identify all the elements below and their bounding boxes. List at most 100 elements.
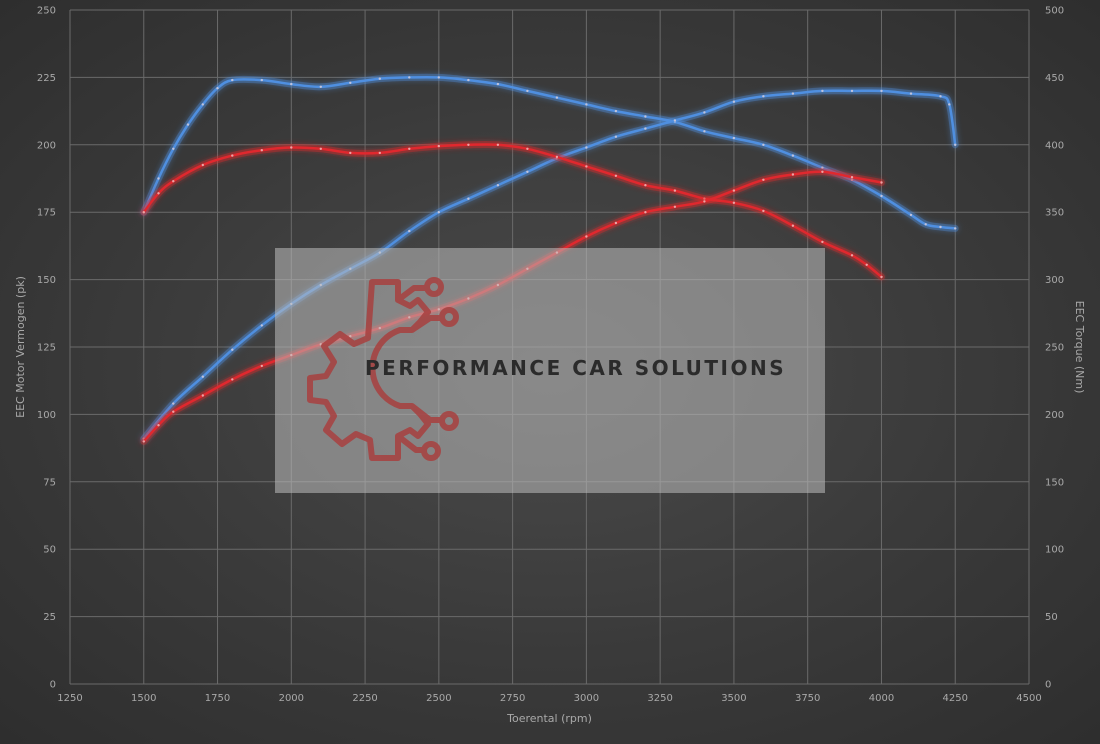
data-point — [762, 143, 765, 146]
data-point — [954, 143, 957, 146]
data-point — [732, 189, 736, 192]
data-point — [408, 76, 411, 79]
data-point — [496, 143, 500, 146]
data-point — [791, 92, 795, 95]
data-point — [909, 213, 913, 217]
data-point — [880, 194, 883, 198]
x-axis-title: Toerental (rpm) — [506, 712, 592, 725]
data-point — [791, 224, 795, 227]
data-point — [142, 440, 145, 443]
data-point — [585, 146, 588, 149]
data-point — [231, 154, 234, 157]
data-point — [732, 100, 736, 103]
data-point — [408, 229, 411, 233]
y-right-tick-label: 300 — [1045, 275, 1064, 286]
y-right-tick-label: 450 — [1045, 73, 1064, 84]
data-point — [939, 95, 942, 98]
x-tick-label: 1250 — [57, 693, 82, 704]
data-point — [201, 394, 204, 397]
y-right-tick-label: 250 — [1045, 343, 1064, 354]
watermark-text: PERFORMANCE CAR SOLUTIONS — [365, 356, 786, 380]
x-tick-label: 1500 — [131, 693, 156, 704]
data-point — [555, 96, 559, 99]
watermark: PERFORMANCE CAR SOLUTIONS — [275, 248, 825, 493]
data-point — [349, 151, 352, 155]
data-point — [142, 211, 145, 214]
data-point — [186, 123, 190, 126]
data-point — [791, 173, 795, 176]
data-point — [526, 89, 529, 93]
data-point — [290, 82, 293, 86]
x-tick-label: 2000 — [279, 693, 304, 704]
data-point — [157, 192, 160, 195]
y-right-tick-label: 500 — [1045, 6, 1064, 17]
data-point — [157, 424, 160, 427]
data-point — [762, 95, 765, 98]
watermark-box — [275, 248, 825, 493]
y-right-tick-label: 400 — [1045, 140, 1064, 151]
data-point — [437, 144, 440, 148]
y-left-tick-label: 100 — [37, 410, 56, 421]
data-point — [939, 225, 942, 229]
y-left-tick-label: 250 — [37, 6, 56, 17]
data-point — [673, 119, 677, 122]
series-line — [142, 143, 883, 279]
data-point — [924, 223, 927, 226]
data-point — [614, 135, 618, 138]
data-point — [201, 103, 204, 106]
data-point — [644, 127, 647, 130]
y-left-axis-title: EEC Motor Vermogen (pk) — [14, 276, 27, 418]
y-left-tick-label: 75 — [43, 477, 56, 488]
x-tick-label: 2250 — [352, 693, 377, 704]
data-point — [467, 197, 470, 200]
data-point — [231, 348, 234, 351]
data-point — [762, 178, 765, 181]
data-point — [216, 87, 219, 90]
data-point — [172, 402, 175, 405]
x-tick-label: 4250 — [943, 693, 968, 704]
data-point — [673, 189, 677, 192]
data-point — [865, 263, 868, 266]
y-right-tick-label: 200 — [1045, 410, 1064, 421]
data-point — [703, 111, 706, 114]
data-point — [880, 89, 883, 93]
data-point — [614, 221, 618, 225]
x-tick-label: 3000 — [574, 693, 599, 704]
data-point — [157, 177, 160, 180]
y-left-tick-label: 0 — [50, 680, 56, 691]
data-point — [496, 184, 500, 187]
data-point — [644, 211, 647, 214]
data-point — [201, 163, 204, 167]
data-point — [378, 151, 381, 155]
y-right-tick-label: 0 — [1045, 680, 1051, 691]
data-point — [673, 205, 677, 208]
data-point — [231, 78, 234, 82]
data-point — [201, 375, 204, 378]
data-point — [850, 254, 854, 257]
data-point — [467, 143, 470, 146]
y-left-tick-label: 150 — [37, 275, 56, 286]
data-point — [909, 92, 913, 95]
y-left-tick-label: 200 — [37, 140, 56, 151]
data-point — [260, 364, 263, 368]
data-point — [437, 211, 440, 214]
data-point — [585, 165, 588, 168]
data-point — [762, 209, 765, 213]
data-point — [821, 89, 824, 93]
gear-logo-icon — [307, 277, 459, 461]
data-point — [467, 78, 470, 82]
data-point — [644, 115, 647, 118]
y-left-tick-label: 25 — [43, 612, 56, 623]
y-right-tick-label: 150 — [1045, 477, 1064, 488]
data-point — [732, 136, 736, 140]
data-point — [231, 378, 234, 381]
data-point — [880, 275, 883, 279]
x-tick-label: 4500 — [1016, 693, 1041, 704]
y-left-tick-label: 225 — [37, 73, 56, 84]
x-tick-label: 3500 — [721, 693, 746, 704]
data-point — [437, 76, 440, 79]
data-point — [585, 103, 588, 106]
data-point — [172, 410, 175, 413]
data-point — [526, 170, 529, 173]
